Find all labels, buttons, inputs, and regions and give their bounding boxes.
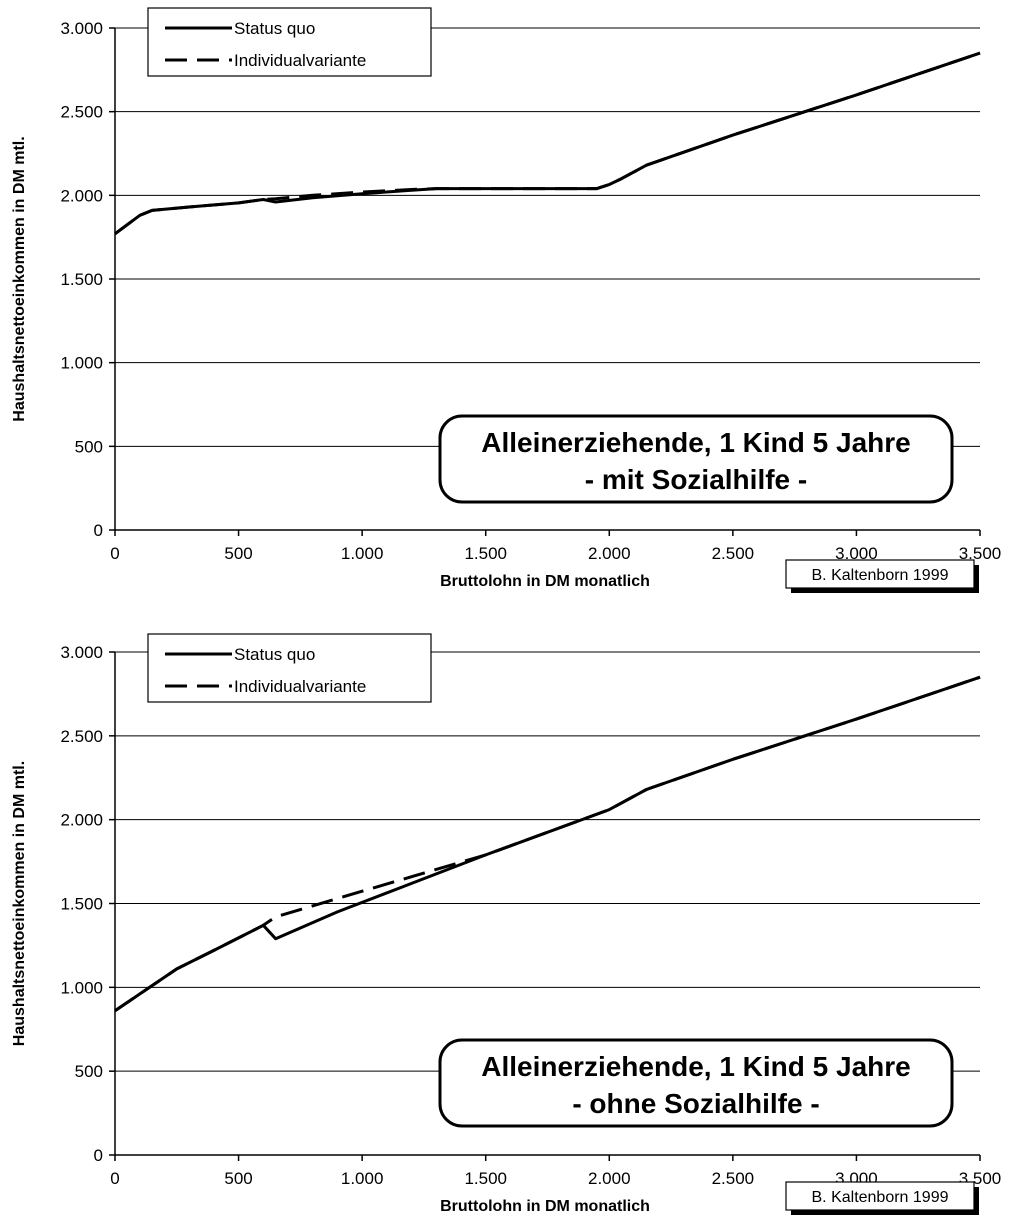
- x-tick-label: 2.500: [712, 1169, 755, 1188]
- x-tick-label: 0: [110, 544, 119, 563]
- chart-panel-ohne-sozialhilfe: 0 500 1.000 1.500 2.000 2.500 3.000 0 500 1.000 1.…: [11, 633, 1001, 1215]
- y-tick-label: 500: [75, 437, 103, 456]
- title-box-frame: [438, 1038, 954, 1128]
- credit-label: B. Kaltenborn 1999: [812, 567, 949, 584]
- x-axis-title: Bruttolohn in DM monatlich: [440, 573, 650, 590]
- legend-label: Status quo: [234, 19, 315, 38]
- legend-label: Status quo: [234, 645, 315, 664]
- series-line-status-quo: [114, 51, 981, 236]
- series-line-individualvariante: [114, 51, 981, 236]
- y-tick-label: 0: [94, 1146, 103, 1165]
- legend: Status quo Individualvariante: [147, 633, 432, 703]
- chart-subtitle: - ohne Sozialhilfe -: [572, 1088, 819, 1119]
- credit-box: B. Kaltenborn 1999: [785, 1181, 979, 1215]
- credit-box: B. Kaltenborn 1999: [785, 559, 979, 593]
- y-tick-label: 500: [75, 1062, 103, 1081]
- x-tick-label: 3.500: [959, 544, 1002, 563]
- x-tick-label: 1.000: [341, 544, 384, 563]
- x-tick-label: 500: [224, 544, 252, 563]
- y-tick-label: 2.000: [60, 811, 103, 830]
- chart-title: Alleinerziehende, 1 Kind 5 Jahre: [481, 427, 910, 458]
- x-axis-title: Bruttolohn in DM monatlich: [440, 1198, 650, 1215]
- legend: Status quo Individualvariante: [147, 7, 432, 77]
- x-tick-label: 500: [224, 1169, 252, 1188]
- title-box-frame: [438, 414, 954, 504]
- y-tick-label: 2.000: [60, 186, 103, 205]
- x-tick-label: 1.500: [464, 544, 507, 563]
- chart-title: Alleinerziehende, 1 Kind 5 Jahre: [481, 1051, 910, 1082]
- x-tick-label: 1.500: [464, 1169, 507, 1188]
- credit-frame: [785, 559, 975, 589]
- y-tick-label: 3.000: [60, 643, 103, 662]
- credit-label: B. Kaltenborn 1999: [812, 1189, 949, 1206]
- legend-label: Individualvariante: [234, 51, 366, 70]
- y-axis-title: Haushaltsnettoeinkommen in DM mtl.: [11, 136, 28, 421]
- x-tick-label: 3.000: [835, 544, 878, 563]
- x-tick-label: 2.000: [588, 1169, 631, 1188]
- y-tick-label: 2.500: [60, 727, 103, 746]
- y-tick-label: 1.500: [60, 270, 103, 289]
- y-tick-label: 1.000: [60, 978, 103, 997]
- chart-panel-mit-sozialhilfe: 0 500 1.000 1.500 2.000 2.500 3.000 0 500 1.000 1.…: [11, 7, 1002, 593]
- y-tick-label: 3.000: [60, 19, 103, 38]
- y-tick-label: 0: [94, 521, 103, 540]
- legend-box: [147, 7, 432, 77]
- chart-subtitle: - mit Sozialhilfe -: [585, 464, 807, 495]
- title-box: Alleinerziehende, 1 Kind 5 Jahre - ohne S…: [438, 1038, 954, 1128]
- y-tick-label: 2.500: [60, 103, 103, 122]
- x-tick-label: 2.000: [588, 544, 631, 563]
- legend-box: [147, 633, 432, 703]
- x-tick-label: 2.500: [712, 544, 755, 563]
- series-line-individualvariante: [114, 675, 981, 1013]
- credit-frame: [785, 1181, 975, 1211]
- series-line-status-quo: [114, 675, 981, 1013]
- title-box: Alleinerziehende, 1 Kind 5 Jahre - mit So…: [438, 414, 954, 504]
- x-tick-label: 1.000: [341, 1169, 384, 1188]
- y-tick-label: 1.500: [60, 895, 103, 914]
- y-axis-title: Haushaltsnettoeinkommen in DM mtl.: [11, 761, 28, 1046]
- y-tick-label: 1.000: [60, 354, 103, 373]
- legend-label: Individualvariante: [234, 677, 366, 696]
- x-tick-label: 0: [110, 1169, 119, 1188]
